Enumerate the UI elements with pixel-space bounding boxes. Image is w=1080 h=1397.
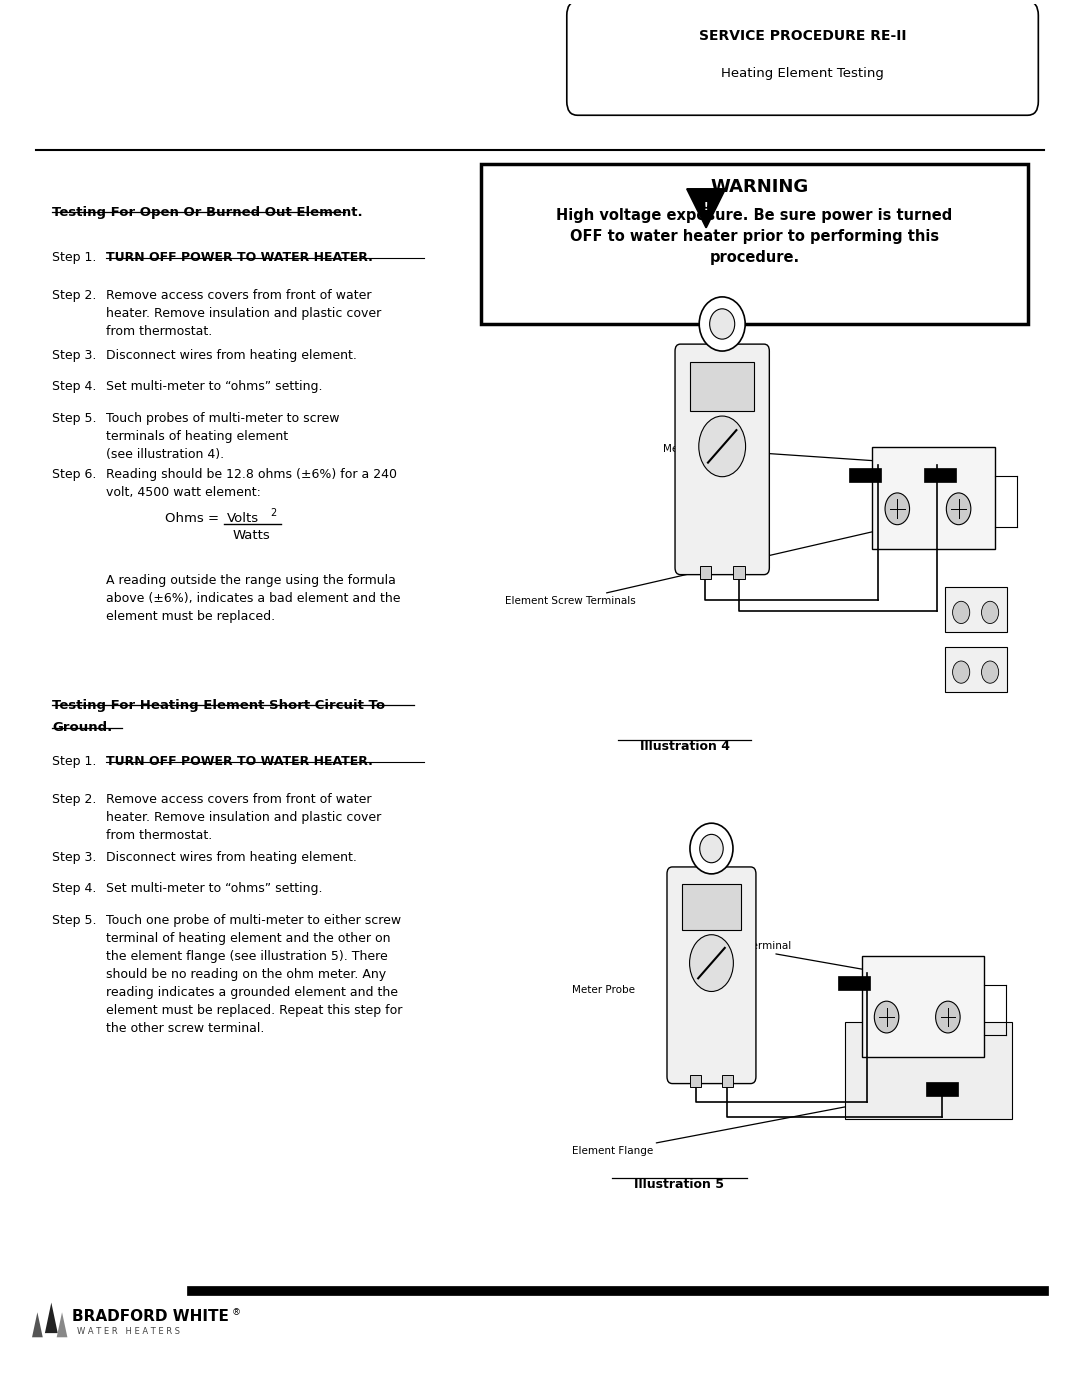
- Text: Disconnect wires from heating element.: Disconnect wires from heating element.: [106, 851, 356, 865]
- Text: W A T E R   H E A T E R S: W A T E R H E A T E R S: [77, 1327, 180, 1337]
- Text: Step 6.: Step 6.: [53, 468, 97, 481]
- Polygon shape: [32, 1312, 43, 1337]
- Bar: [846, 1023, 1012, 1119]
- Circle shape: [953, 661, 970, 683]
- Circle shape: [935, 1002, 960, 1032]
- Text: Watts: Watts: [233, 529, 271, 542]
- Text: Step 3.: Step 3.: [53, 349, 97, 362]
- Text: Element Flange: Element Flange: [572, 1091, 921, 1157]
- Circle shape: [946, 493, 971, 525]
- Text: Set multi-meter to “ohms” setting.: Set multi-meter to “ohms” setting.: [106, 882, 323, 895]
- Text: Step 5.: Step 5.: [53, 914, 97, 926]
- Text: Heating Element Testing: Heating Element Testing: [721, 67, 885, 80]
- Text: Remove access covers from front of water
heater. Remove insulation and plastic c: Remove access covers from front of water…: [106, 289, 381, 338]
- Polygon shape: [687, 189, 726, 228]
- Text: WARNING: WARNING: [711, 177, 809, 196]
- Bar: [945, 647, 1008, 692]
- Text: Touch one probe of multi-meter to either screw
terminal of heating element and t: Touch one probe of multi-meter to either…: [106, 914, 403, 1035]
- Circle shape: [982, 601, 999, 623]
- Circle shape: [875, 1002, 899, 1032]
- Text: Element Screw Terminal: Element Screw Terminal: [666, 940, 921, 981]
- Bar: [700, 566, 712, 578]
- Text: Ground.: Ground.: [53, 721, 112, 733]
- Bar: [690, 1074, 701, 1087]
- Bar: [721, 1074, 732, 1087]
- Text: Step 4.: Step 4.: [53, 380, 97, 394]
- Text: BRADFORD WHITE: BRADFORD WHITE: [71, 1309, 229, 1324]
- Text: Step 2.: Step 2.: [53, 793, 97, 806]
- Text: Illustration 5: Illustration 5: [634, 1178, 725, 1190]
- Bar: [923, 468, 956, 482]
- Ellipse shape: [700, 834, 724, 863]
- Text: Meter Probe: Meter Probe: [572, 985, 635, 995]
- Polygon shape: [56, 1312, 67, 1337]
- Circle shape: [982, 661, 999, 683]
- Text: Disconnect wires from heating element.: Disconnect wires from heating element.: [106, 349, 356, 362]
- Text: Reading should be 12.8 ohms (±6%) for a 240
volt, 4500 watt element:: Reading should be 12.8 ohms (±6%) for a …: [106, 468, 397, 499]
- Text: Element Screw Terminals: Element Screw Terminals: [504, 521, 916, 606]
- Text: ®: ®: [231, 1308, 241, 1317]
- Circle shape: [689, 935, 733, 992]
- Text: TURN OFF POWER TO WATER HEATER.: TURN OFF POWER TO WATER HEATER.: [106, 756, 373, 768]
- Text: Remove access covers from front of water
heater. Remove insulation and plastic c: Remove access covers from front of water…: [106, 793, 381, 842]
- Text: A reading outside the range using the formula
above (±6%), indicates a bad eleme: A reading outside the range using the fo…: [106, 574, 401, 623]
- Bar: [681, 884, 741, 929]
- Text: Touch probes of multi-meter to screw
terminals of heating element
(see illustrat: Touch probes of multi-meter to screw ter…: [106, 412, 339, 461]
- Text: 2: 2: [270, 509, 276, 518]
- Text: SERVICE PROCEDURE RE-II: SERVICE PROCEDURE RE-II: [699, 29, 906, 43]
- Circle shape: [885, 493, 909, 525]
- Text: Testing For Heating Element Short Circuit To: Testing For Heating Element Short Circui…: [53, 698, 386, 711]
- Bar: [873, 447, 995, 549]
- Text: Step 3.: Step 3.: [53, 851, 97, 865]
- FancyBboxPatch shape: [567, 1, 1038, 116]
- Ellipse shape: [690, 823, 733, 875]
- Text: Ohms =: Ohms =: [165, 513, 224, 525]
- Text: High voltage exposure. Be sure power is turned
OFF to water heater prior to perf: High voltage exposure. Be sure power is …: [556, 208, 953, 265]
- Text: Step 5.: Step 5.: [53, 412, 97, 426]
- Circle shape: [699, 416, 745, 476]
- Ellipse shape: [710, 309, 734, 339]
- Text: Set multi-meter to “ohms” setting.: Set multi-meter to “ohms” setting.: [106, 380, 323, 394]
- Text: Meter Probe: Meter Probe: [663, 443, 895, 464]
- Bar: [926, 1081, 958, 1095]
- Bar: [690, 362, 754, 411]
- Text: Testing For Open Or Burned Out Element.: Testing For Open Or Burned Out Element.: [53, 205, 363, 218]
- Text: Step 1.: Step 1.: [53, 251, 97, 264]
- Text: TURN OFF POWER TO WATER HEATER.: TURN OFF POWER TO WATER HEATER.: [106, 251, 373, 264]
- Bar: [849, 468, 881, 482]
- Bar: [733, 566, 745, 578]
- Bar: [862, 956, 984, 1056]
- Bar: [838, 977, 870, 990]
- Ellipse shape: [699, 298, 745, 351]
- Text: Illustration 4: Illustration 4: [639, 740, 730, 753]
- FancyBboxPatch shape: [667, 868, 756, 1084]
- Text: Volts: Volts: [227, 513, 259, 525]
- Bar: [945, 587, 1008, 631]
- Circle shape: [953, 601, 970, 623]
- Text: Step 2.: Step 2.: [53, 289, 97, 302]
- Polygon shape: [45, 1302, 57, 1333]
- FancyBboxPatch shape: [675, 344, 769, 574]
- Bar: [481, 163, 1027, 324]
- Text: Step 1.: Step 1.: [53, 756, 97, 768]
- Text: !: !: [704, 203, 708, 212]
- Text: Step 4.: Step 4.: [53, 882, 97, 895]
